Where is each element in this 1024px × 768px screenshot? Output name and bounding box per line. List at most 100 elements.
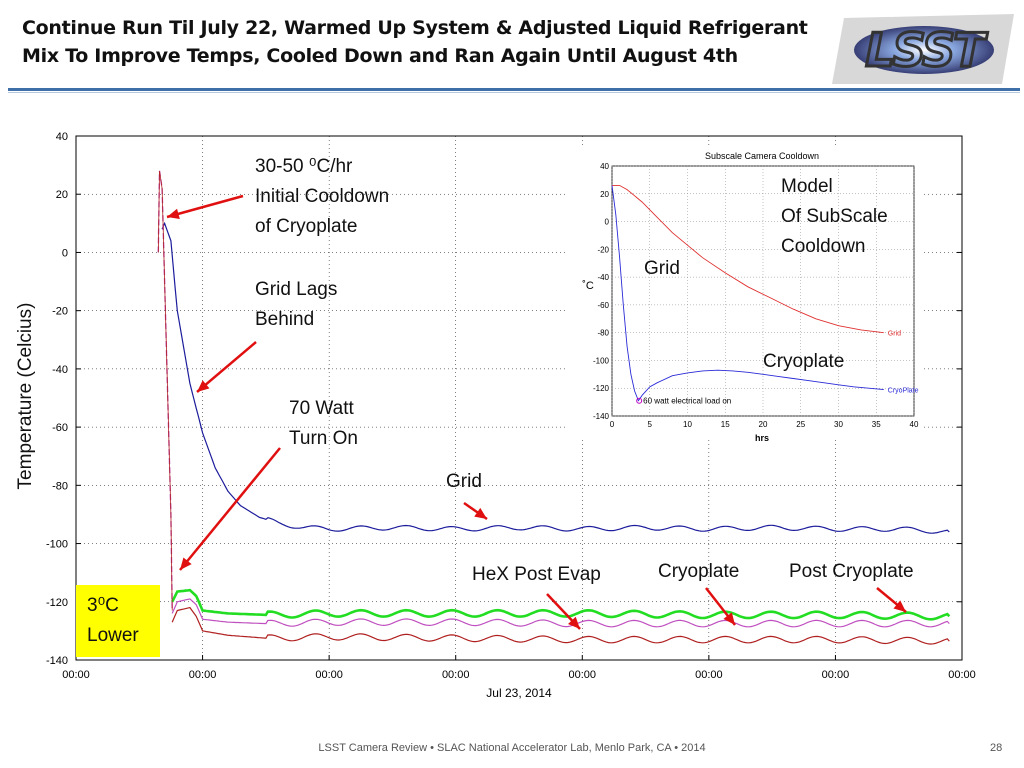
anno-lower-line-2: Lower [87, 625, 139, 646]
slide-title: Continue Run Til July 22, Warmed Up Syst… [22, 14, 822, 70]
lower-highlight-box [76, 585, 160, 657]
anno-cooldown-line-2: Initial Cooldown [255, 186, 390, 207]
anno-model-line-3: Cooldown [781, 236, 866, 257]
main-ytick-label: 20 [56, 189, 68, 201]
inset-xtick-label: 10 [683, 420, 692, 429]
anno-grid: Grid [446, 471, 482, 492]
logo-galaxy [854, 26, 994, 74]
page-number: 28 [990, 742, 1003, 754]
main-ytick-label: -140 [46, 655, 68, 667]
anno-model-line-2: Of SubScale [781, 206, 888, 227]
arrow-cooldown [166, 194, 244, 219]
main-ytick-label: 40 [56, 131, 68, 143]
slide-title-line-1: Continue Run Til July 22, Warmed Up Syst… [22, 17, 808, 39]
arrow-hex-head [568, 616, 580, 629]
inset-legend-cryoplate: CryoPlate [888, 388, 919, 395]
inset-xlabel: hrs [755, 433, 769, 443]
inset-series: Grid CryoPlate 60 watt electrical load on [611, 184, 919, 406]
anno-watt-line-2: Turn On [289, 428, 358, 449]
main-series-cryoplate [171, 598, 950, 628]
main-xtick-label: 00:00 [315, 669, 343, 681]
title-divider-shadow [8, 92, 1020, 93]
inset-ytick-label: -140 [593, 412, 610, 421]
main-xtick-label: 00:00 [948, 669, 976, 681]
arrow-watt-on-head [180, 557, 192, 570]
anno-grid-lags-line-2: Behind [255, 309, 315, 330]
annotation-arrows [166, 194, 907, 630]
arrow-grid-head [474, 507, 487, 519]
main-ytick-label: -100 [46, 539, 68, 551]
inset-load-marker-label: 60 watt electrical load on [643, 397, 731, 406]
inset-xtick-label: 0 [610, 420, 615, 429]
arrow-cryoplate-head [723, 612, 735, 625]
anno-grid-lags-line-1: Grid Lags [255, 279, 338, 300]
anno-lower-line-1: 3⁰C [87, 595, 119, 616]
main-xtick-label: 00:00 [62, 669, 90, 681]
inset-ytick-label: -80 [597, 329, 609, 338]
inset-xtick-label: 30 [834, 420, 843, 429]
main-ylabel: Temperature (Celcius) [15, 302, 36, 490]
main-ytick-label: -60 [52, 422, 68, 434]
inset-xtick-label: 25 [796, 420, 805, 429]
inset-legend-grid: Grid [888, 331, 901, 338]
main-xtick-label: 00:00 [569, 669, 597, 681]
anno-watt-line-1: 70 Watt [289, 398, 354, 419]
logo-text: LSST [865, 23, 988, 77]
anno-cooldown-line-3: of Cryoplate [255, 216, 358, 237]
inset-series-cryoplate [611, 185, 884, 402]
inset-ytick-label: 0 [605, 218, 610, 227]
arrow-grid-lags-head [197, 380, 210, 392]
title-divider [8, 88, 1020, 91]
inset-xtick-label: 35 [872, 420, 881, 429]
slide-title-line-2: Mix To Improve Temps, Cooled Down and Ra… [22, 45, 738, 67]
main-xtick-label: 00:00 [695, 669, 723, 681]
anno-inset-grid: Grid [644, 258, 680, 279]
main-series [157, 170, 951, 645]
inset-ytick-label: -60 [597, 301, 609, 310]
inset-ylabel: ˚C [582, 280, 594, 292]
main-ytick-label: -120 [46, 597, 68, 609]
inset-xtick-label: 20 [759, 420, 768, 429]
main-series-grid [161, 221, 950, 534]
main-xtick-label: 00:00 [442, 669, 470, 681]
main-ytick-label: -40 [52, 364, 68, 376]
arrow-watt-on [179, 447, 281, 571]
main-ytick-label: -80 [52, 480, 68, 492]
anno-watt-on: 70 Watt Turn On [289, 394, 358, 454]
main-ytick-label: -20 [52, 306, 68, 318]
inset-ytick-label: -120 [593, 384, 610, 393]
inset-ytick-label: -20 [597, 245, 609, 254]
inset-ytick-label: 20 [600, 190, 609, 199]
main-series-hex-post-evap [171, 606, 950, 645]
anno-model-line-1: Model [781, 176, 833, 197]
anno-grid-lags: Grid Lags Behind [255, 275, 337, 335]
inset-xtick-label: 5 [648, 420, 653, 429]
anno-lower: 3⁰C Lower [87, 591, 139, 651]
inset-series-grid [612, 184, 884, 334]
main-xtick-label: 00:00 [822, 669, 850, 681]
main-xtick-label: 00:00 [189, 669, 217, 681]
main-ytick-label: 0 [62, 247, 68, 259]
lsst-logo: LSST [832, 14, 1014, 84]
anno-cooldown-line-1: 30-50 ⁰C/hr [255, 156, 353, 177]
anno-cryoplate: Cryoplate [658, 561, 740, 582]
main-cooldown-spike-red [157, 170, 173, 611]
anno-inset-cryo: Cryoplate [763, 351, 845, 372]
anno-hex: HeX Post Evap [472, 564, 601, 585]
inset-ytick-label: -100 [593, 356, 610, 365]
main-ticks: 40 20 0 -20 -40 -60 -80 -100 -120 -140 00:00 00:00 0… [46, 131, 976, 681]
main-xlabel: Jul 23, 2014 [486, 686, 552, 700]
inset-ytick-label: -40 [597, 273, 609, 282]
inset-gridlines [611, 165, 915, 417]
anno-model: Model Of SubScale Cooldown [781, 172, 888, 262]
inset-ytick-label: 40 [600, 162, 609, 171]
arrow-cooldown-head [167, 208, 180, 219]
inset-load-marker [636, 397, 643, 404]
inset-xtick-label: 40 [910, 420, 919, 429]
anno-cooldown-rate: 30-50 ⁰C/hr Initial Cooldown of Cryoplat… [255, 152, 389, 242]
main-gridlines [75, 135, 963, 661]
main-series-post-cryoplate [171, 588, 951, 621]
arrow-post-cryoplate-head [893, 600, 906, 612]
